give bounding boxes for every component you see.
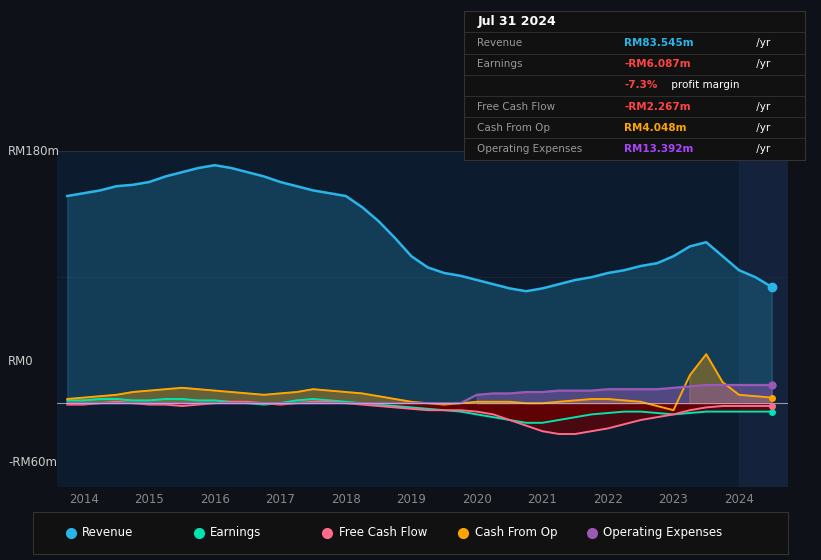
Text: -7.3%: -7.3% — [624, 81, 658, 90]
Text: Operating Expenses: Operating Expenses — [478, 144, 583, 154]
Text: RM4.048m: RM4.048m — [624, 123, 686, 133]
Text: Earnings: Earnings — [478, 59, 523, 69]
Text: RM0: RM0 — [8, 354, 34, 368]
Bar — [739, 151, 788, 487]
Text: /yr: /yr — [754, 123, 771, 133]
Text: Operating Expenses: Operating Expenses — [603, 526, 722, 539]
Text: Earnings: Earnings — [210, 526, 262, 539]
Text: RM180m: RM180m — [8, 144, 60, 158]
Text: /yr: /yr — [754, 101, 771, 111]
Text: profit margin: profit margin — [668, 81, 740, 90]
Text: Jul 31 2024: Jul 31 2024 — [478, 15, 557, 29]
Text: -RM60m: -RM60m — [8, 455, 57, 469]
Text: Free Cash Flow: Free Cash Flow — [339, 526, 427, 539]
Text: Cash From Op: Cash From Op — [478, 123, 551, 133]
Text: /yr: /yr — [754, 59, 771, 69]
Text: /yr: /yr — [754, 144, 771, 154]
Text: -RM6.087m: -RM6.087m — [624, 59, 690, 69]
Text: RM83.545m: RM83.545m — [624, 38, 694, 48]
Text: -RM2.267m: -RM2.267m — [624, 101, 690, 111]
Text: Revenue: Revenue — [478, 38, 523, 48]
Text: Revenue: Revenue — [82, 526, 133, 539]
Text: /yr: /yr — [754, 38, 771, 48]
Text: RM13.392m: RM13.392m — [624, 144, 694, 154]
Text: Free Cash Flow: Free Cash Flow — [478, 101, 556, 111]
Text: Cash From Op: Cash From Op — [475, 526, 557, 539]
